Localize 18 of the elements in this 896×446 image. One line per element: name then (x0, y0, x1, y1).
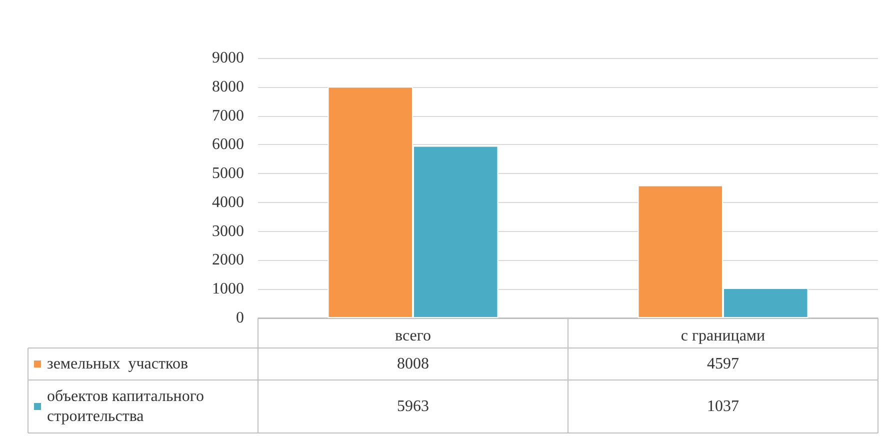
data-label: 5963 (397, 398, 429, 415)
y-tick-label: 6000 (212, 136, 244, 154)
y-tick-label: 0 (236, 310, 244, 326)
y-tick-label: 7000 (212, 107, 244, 124)
y-tick-label: 5000 (212, 165, 244, 182)
y-tick-label: 9000 (212, 50, 244, 66)
y-tick-label: 3000 (212, 222, 244, 240)
x-tick-label: всего (394, 328, 432, 344)
data-label: 8008 (397, 356, 429, 372)
y-tick-label: 2000 (212, 252, 244, 269)
y-tick-label: 4000 (212, 194, 244, 211)
legend-label: земельных участков (47, 356, 188, 372)
data-label: 1037 (707, 398, 739, 415)
data-label: 4597 (707, 356, 739, 372)
x-tick-label: с границами (680, 328, 766, 344)
legend-label: объектов капитального строительства (47, 388, 204, 425)
y-tick-label: 8000 (212, 78, 244, 96)
y-tick-label: 1000 (212, 280, 244, 298)
